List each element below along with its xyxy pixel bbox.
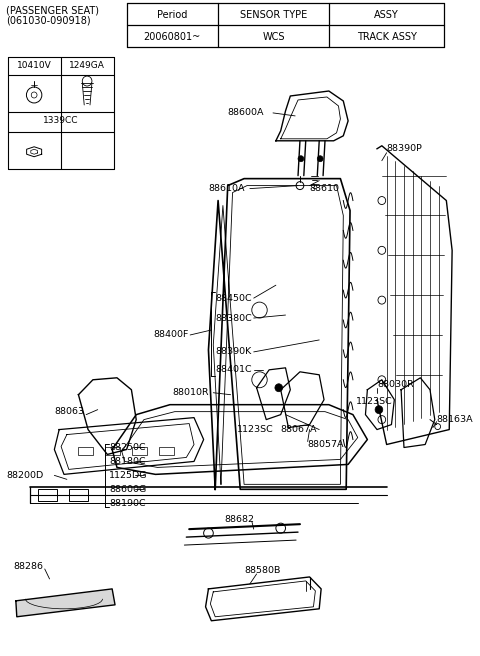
Text: 1123SC: 1123SC bbox=[356, 397, 393, 406]
Text: 1123SC: 1123SC bbox=[237, 425, 274, 434]
Circle shape bbox=[375, 405, 383, 414]
Text: WCS: WCS bbox=[262, 32, 285, 42]
Bar bbox=[106, 447, 120, 455]
Text: 1249GA: 1249GA bbox=[69, 61, 105, 70]
Bar bbox=[159, 447, 174, 455]
Text: ASSY: ASSY bbox=[374, 10, 399, 20]
Text: 88250C: 88250C bbox=[109, 443, 146, 452]
Text: 88163A: 88163A bbox=[437, 415, 473, 424]
Text: 88380C: 88380C bbox=[215, 314, 252, 323]
Text: 1339CC: 1339CC bbox=[43, 116, 79, 125]
Text: 88057A: 88057A bbox=[308, 440, 344, 449]
Text: 88580B: 88580B bbox=[244, 567, 280, 575]
Text: 88600G: 88600G bbox=[109, 485, 146, 494]
Text: 20060801~: 20060801~ bbox=[144, 32, 201, 42]
Text: 88600A: 88600A bbox=[228, 108, 264, 117]
Text: 88390K: 88390K bbox=[215, 348, 252, 356]
Text: (PASSENGER SEAT): (PASSENGER SEAT) bbox=[6, 5, 99, 15]
Bar bbox=[132, 447, 147, 455]
Text: 88390P: 88390P bbox=[386, 144, 422, 154]
Text: Period: Period bbox=[157, 10, 188, 20]
Text: 88286: 88286 bbox=[13, 562, 43, 571]
Text: TRACK ASSY: TRACK ASSY bbox=[357, 32, 417, 42]
Text: 88010R: 88010R bbox=[173, 388, 209, 398]
Text: 88200D: 88200D bbox=[6, 471, 44, 480]
Text: 88180C: 88180C bbox=[109, 457, 146, 466]
Text: 88610: 88610 bbox=[310, 184, 339, 193]
Text: 88030R: 88030R bbox=[377, 380, 414, 389]
Text: 88063: 88063 bbox=[54, 407, 84, 416]
Polygon shape bbox=[16, 589, 115, 617]
Text: 88610A: 88610A bbox=[208, 184, 245, 193]
Text: 88682: 88682 bbox=[225, 515, 255, 523]
Bar bbox=[78, 447, 93, 455]
Text: 88190C: 88190C bbox=[109, 499, 146, 508]
Circle shape bbox=[317, 155, 323, 162]
Bar bbox=[69, 489, 88, 501]
Text: 88400F: 88400F bbox=[154, 331, 189, 339]
Text: 10410V: 10410V bbox=[17, 61, 51, 70]
Bar bbox=[38, 489, 57, 501]
Text: 88450C: 88450C bbox=[215, 294, 252, 302]
Text: 88067A: 88067A bbox=[281, 425, 317, 434]
Text: (061030-090918): (061030-090918) bbox=[6, 15, 91, 26]
Text: 88401C: 88401C bbox=[215, 365, 252, 375]
Text: SENSOR TYPE: SENSOR TYPE bbox=[240, 10, 307, 20]
Text: 1125DG: 1125DG bbox=[109, 471, 148, 480]
Circle shape bbox=[275, 384, 283, 392]
Circle shape bbox=[298, 155, 304, 162]
